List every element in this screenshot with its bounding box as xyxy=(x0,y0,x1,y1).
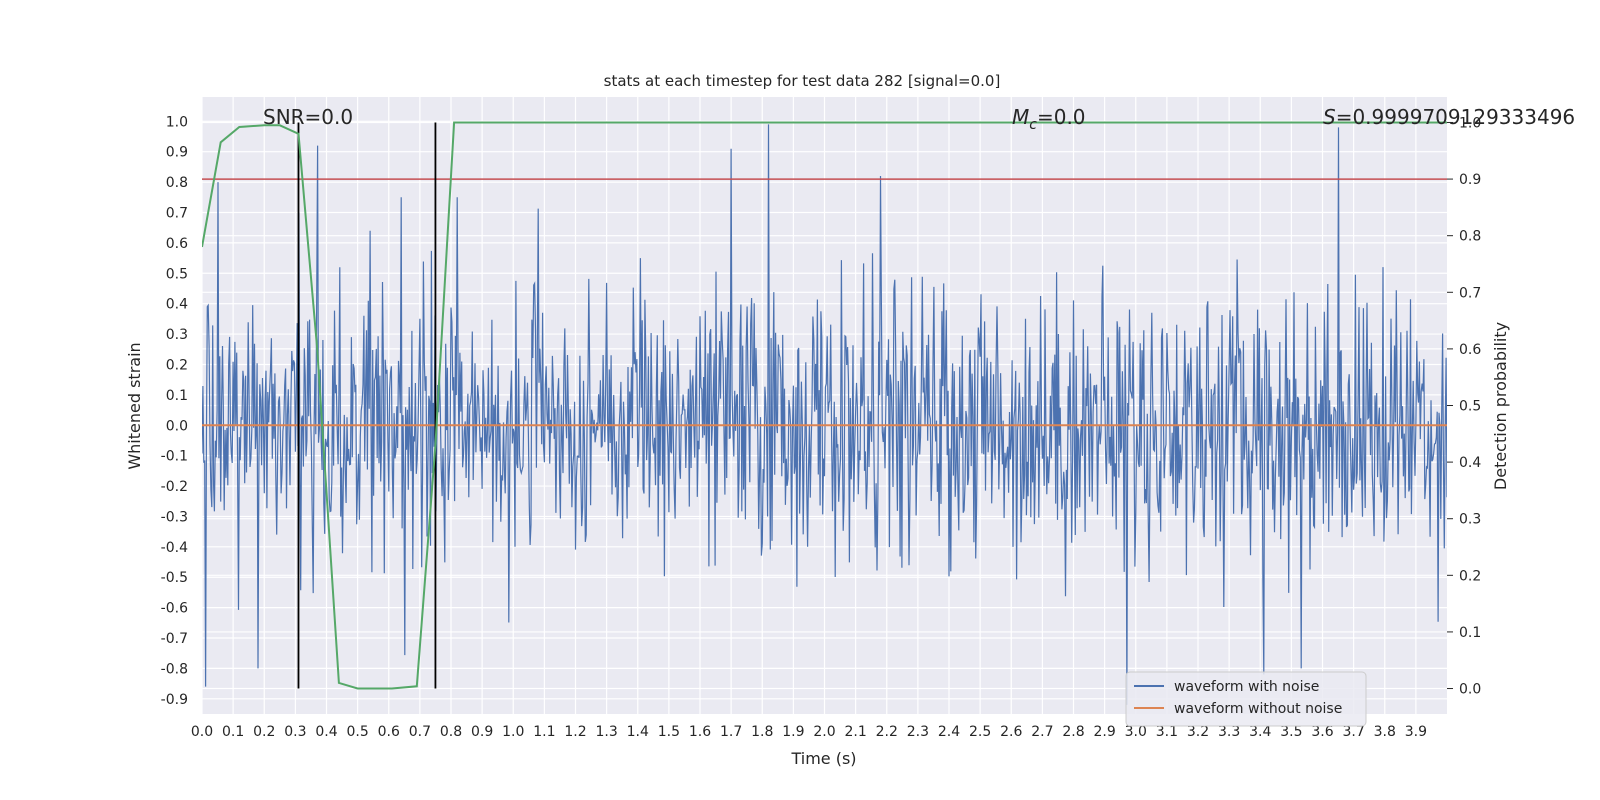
x-tick-label: 3.9 xyxy=(1405,724,1427,740)
waveform-with-noise-line xyxy=(202,124,1447,705)
snr-annotation: SNR=0.0 xyxy=(263,105,353,129)
score-value: =0.9999709129333496 xyxy=(1336,105,1575,129)
y-tick-label: -0.3 xyxy=(161,509,188,525)
y-tick-label: 0.5 xyxy=(166,266,188,282)
x-tick-label: 2.1 xyxy=(844,724,866,740)
x-tick-label: 0.3 xyxy=(284,724,306,740)
y-tick-label: 0.9 xyxy=(166,145,188,161)
x-tick-label: 2.6 xyxy=(1000,724,1022,740)
x-tick-label: 1.8 xyxy=(751,724,773,740)
y2-tick-label: 1.0 xyxy=(1459,115,1481,131)
y-tick-label: 1.0 xyxy=(166,114,188,130)
score-annotation: S=0.9999709129333496 xyxy=(1323,105,1575,129)
x-tick-label: 1.1 xyxy=(533,724,555,740)
legend-box xyxy=(1125,671,1367,727)
y2-tick-label: 0.7 xyxy=(1459,285,1481,301)
x-tick-label: 2.4 xyxy=(938,724,960,740)
x-tick-label: 2.0 xyxy=(813,724,835,740)
x-tick-label: 3.2 xyxy=(1187,724,1209,740)
y-tick-label: -0.6 xyxy=(161,601,188,617)
y-tick-label: 0.8 xyxy=(166,175,188,191)
x-tick-label: 2.8 xyxy=(1062,724,1084,740)
x-tick-label: 2.7 xyxy=(1031,724,1053,740)
x-tick-label: 0.1 xyxy=(222,724,244,740)
legend: waveform with noise waveform without noi… xyxy=(1125,671,1367,727)
y2-tick-label: 0.0 xyxy=(1459,682,1481,698)
y-tick-label: -0.9 xyxy=(161,692,188,708)
x-tick-label: 1.9 xyxy=(782,724,804,740)
x-tick-label: 0.9 xyxy=(471,724,493,740)
x-tick-label: 1.4 xyxy=(627,724,649,740)
y-gridlines xyxy=(202,120,1447,700)
y-tick-label: -0.2 xyxy=(161,479,188,495)
x-tick-label: 2.5 xyxy=(969,724,991,740)
y-axis-label: Whitened strain xyxy=(125,342,144,469)
y2-tick-label: 0.3 xyxy=(1459,512,1481,528)
x-tick-label: 1.2 xyxy=(564,724,586,740)
x-tick-label: 0.7 xyxy=(409,724,431,740)
legend-label-clean: waveform without noise xyxy=(1174,701,1342,717)
x-tick-label: 1.3 xyxy=(595,724,617,740)
y-tick-label: 0.2 xyxy=(166,357,188,373)
x-tick-labels: 0.0 0.1 0.2 0.3 0.4 0.5 0.6 0.7 0.8 0.9 1.0 1.1 1.2 1… xyxy=(191,724,1427,740)
x-tick-label: 1.5 xyxy=(658,724,680,740)
x-tick-label: 2.3 xyxy=(907,724,929,740)
x-tick-label: 3.5 xyxy=(1280,724,1302,740)
x-tick-label: 1.6 xyxy=(689,724,711,740)
y-tick-label: 0.6 xyxy=(166,236,188,252)
y-tick-labels: 1.0 0.9 0.8 0.7 0.6 0.5 0.4 0.3 0.2 0.1 0.0 -0.1 -0.… xyxy=(161,114,188,707)
y-tick-label: 0.3 xyxy=(166,327,188,343)
y-tick-label: -0.7 xyxy=(161,631,188,647)
y2-tick-label: 0.4 xyxy=(1459,455,1481,471)
chart-title: stats at each timestep for test data 282… xyxy=(604,72,1001,90)
x-tick-label: 2.2 xyxy=(876,724,898,740)
y-tick-label: 0.4 xyxy=(166,297,188,313)
x-tick-label: 3.8 xyxy=(1374,724,1396,740)
y2-tick-label: 0.9 xyxy=(1459,172,1481,188)
y2-tick-label: 0.6 xyxy=(1459,342,1481,358)
chirp-mass-value: =0.0 xyxy=(1037,105,1086,129)
y2-tick-label: 0.5 xyxy=(1459,399,1481,415)
y-tick-label: -0.5 xyxy=(161,570,188,586)
x-tick-label: 0.5 xyxy=(346,724,368,740)
y2-tick-labels: 1.0 0.9 0.8 0.7 0.6 0.5 0.4 0.3 0.2 0.1 0.0 xyxy=(1459,115,1481,697)
chirp-mass-symbol: M xyxy=(1012,105,1029,129)
y-tick-label: -0.1 xyxy=(161,449,188,465)
x-tick-label: 3.6 xyxy=(1311,724,1333,740)
x-tick-label: 3.0 xyxy=(1125,724,1147,740)
chirp-mass-annotation: Mc=0.0 xyxy=(1012,105,1086,133)
y2-axis-label: Detection probability xyxy=(1491,322,1510,490)
x-tick-label: 1.0 xyxy=(502,724,524,740)
x-tick-label: 0.6 xyxy=(378,724,400,740)
x-tick-label: 0.8 xyxy=(440,724,462,740)
x-tick-label: 0.2 xyxy=(253,724,275,740)
x-tick-label: 0.0 xyxy=(191,724,213,740)
y-tick-label: -0.4 xyxy=(161,540,188,556)
y2-tick-label: 0.1 xyxy=(1459,625,1481,641)
x-tick-label: 2.9 xyxy=(1093,724,1115,740)
x-tick-label: 1.7 xyxy=(720,724,742,740)
x-axis-label: Time (s) xyxy=(790,749,856,768)
x-tick-label: 3.7 xyxy=(1342,724,1364,740)
x-tick-label: 3.4 xyxy=(1249,724,1271,740)
y-tick-label: 0.0 xyxy=(166,418,188,434)
y-tick-label: 0.1 xyxy=(166,388,188,404)
score-symbol: S xyxy=(1323,105,1336,129)
x-tick-label: 3.1 xyxy=(1156,724,1178,740)
y2-tick-label: 0.8 xyxy=(1459,229,1481,245)
y-tick-label: 0.7 xyxy=(166,205,188,221)
plot-content xyxy=(202,121,1447,705)
x-tick-label: 3.3 xyxy=(1218,724,1240,740)
detection-probability-line xyxy=(202,121,1447,690)
x-tick-label: 0.4 xyxy=(315,724,337,740)
y2-tick-label: 0.2 xyxy=(1459,568,1481,584)
y-tick-label: -0.8 xyxy=(161,661,188,677)
chirp-mass-subscript: c xyxy=(1029,117,1037,133)
legend-label-noise: waveform with noise xyxy=(1174,679,1319,695)
